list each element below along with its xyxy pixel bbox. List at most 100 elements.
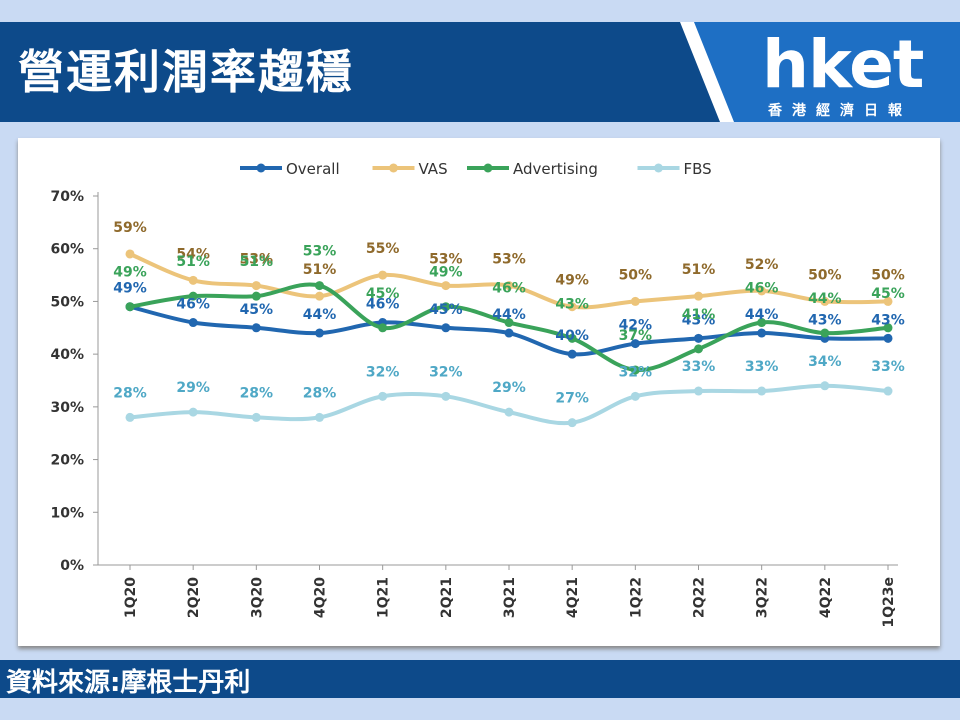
data-point-vas — [883, 296, 893, 306]
data-label-overall: 44% — [745, 307, 779, 323]
y-tick-label: 60% — [50, 242, 84, 258]
data-point-overall — [630, 339, 640, 349]
data-label-advertising: 45% — [871, 286, 905, 302]
data-label-vas: 59% — [113, 220, 147, 236]
data-label-fbs: 29% — [492, 380, 526, 396]
data-point-fbs — [504, 407, 514, 417]
page-title: 營運利潤率趨穩 — [18, 45, 354, 99]
y-tick-label: 50% — [50, 294, 84, 310]
data-label-advertising: 37% — [619, 328, 653, 344]
brand-logo: hket — [762, 26, 924, 103]
y-tick-label: 40% — [50, 347, 84, 363]
data-label-fbs: 33% — [682, 359, 716, 375]
data-point-overall — [757, 328, 767, 338]
data-label-vas: 53% — [429, 252, 463, 268]
data-label-fbs: 34% — [808, 354, 842, 370]
data-point-vas — [188, 275, 198, 285]
x-tick-label: 1Q22 — [628, 577, 644, 618]
data-label-vas: 53% — [240, 252, 274, 268]
data-point-vas — [694, 291, 703, 301]
data-point-overall — [883, 333, 893, 343]
data-point-fbs — [188, 407, 198, 417]
data-point-advertising — [125, 302, 135, 312]
legend-swatch-dot-vas — [389, 163, 398, 173]
data-label-overall: 45% — [240, 302, 274, 318]
data-label-advertising: 45% — [366, 286, 400, 302]
data-label-vas: 50% — [808, 267, 842, 283]
data-label-vas: 50% — [871, 267, 905, 283]
data-point-fbs — [567, 418, 577, 428]
data-point-advertising — [251, 291, 261, 301]
data-point-fbs — [630, 391, 640, 401]
data-label-advertising: 41% — [682, 307, 716, 323]
x-tick-label: 2Q21 — [439, 577, 455, 618]
data-point-fbs — [883, 386, 893, 396]
data-point-overall — [567, 349, 577, 359]
y-tick-label: 10% — [50, 505, 84, 521]
y-tick-label: 30% — [50, 400, 84, 416]
x-tick-label: 3Q21 — [502, 577, 518, 618]
legend-swatch-dot-overall — [256, 163, 266, 173]
data-point-fbs — [757, 386, 767, 396]
data-point-vas — [820, 296, 830, 306]
data-point-advertising — [504, 318, 514, 328]
data-point-overall — [441, 323, 451, 333]
data-label-fbs: 33% — [871, 359, 905, 375]
logo-background — [680, 22, 960, 122]
data-point-advertising — [441, 302, 451, 312]
data-label-vas: 54% — [176, 246, 210, 262]
data-point-fbs — [251, 412, 261, 422]
header-bar — [0, 22, 720, 122]
x-tick-label: 1Q21 — [376, 577, 392, 618]
data-point-advertising — [378, 323, 388, 333]
legend-swatch-dot-advertising — [483, 163, 493, 173]
data-label-vas: 55% — [366, 241, 400, 257]
data-label-advertising: 46% — [745, 281, 779, 297]
data-label-overall: 49% — [113, 281, 147, 297]
data-label-advertising: 51% — [240, 254, 274, 270]
data-point-fbs — [125, 412, 135, 422]
x-tick-label: 1Q20 — [123, 577, 139, 618]
data-label-advertising: 51% — [176, 254, 210, 270]
data-point-vas — [567, 302, 577, 312]
data-point-advertising — [820, 328, 830, 338]
legend-label-advertising: Advertising — [513, 160, 598, 178]
legend-label-vas: VAS — [419, 160, 448, 178]
data-label-overall: 44% — [303, 307, 337, 323]
data-point-overall — [694, 333, 703, 343]
y-tick-label: 70% — [50, 189, 84, 205]
data-point-fbs — [378, 391, 388, 401]
data-point-advertising — [315, 281, 324, 291]
data-point-fbs — [315, 412, 324, 422]
data-label-vas: 51% — [303, 262, 337, 278]
data-point-vas — [251, 281, 261, 291]
data-point-advertising — [630, 365, 640, 375]
brand-subtitle: 香港經濟日報 — [768, 103, 912, 119]
data-label-advertising: 49% — [429, 265, 463, 281]
data-label-overall: 46% — [366, 297, 400, 313]
data-point-vas — [315, 291, 324, 301]
data-label-advertising: 44% — [808, 291, 842, 307]
x-tick-label: 4Q21 — [565, 577, 581, 618]
data-label-advertising: 49% — [113, 265, 147, 281]
data-label-vas: 53% — [492, 252, 526, 268]
data-label-fbs: 32% — [429, 364, 463, 380]
data-label-vas: 51% — [682, 262, 716, 278]
data-point-overall — [188, 318, 198, 328]
data-label-overall: 43% — [682, 312, 716, 328]
data-point-overall — [251, 323, 261, 333]
legend-label-fbs: FBS — [684, 160, 712, 178]
data-label-vas: 50% — [619, 267, 653, 283]
x-tick-label: 3Q20 — [249, 577, 265, 618]
header-banner: 營運利潤率趨穩 hket 香港經濟日報 — [0, 22, 960, 122]
data-label-vas: 52% — [745, 257, 779, 273]
data-label-advertising: 53% — [303, 244, 337, 260]
y-tick-label: 0% — [60, 558, 84, 574]
data-point-vas — [125, 249, 135, 259]
data-point-advertising — [188, 291, 198, 301]
data-point-vas — [441, 281, 451, 291]
data-point-advertising — [567, 333, 577, 343]
data-label-overall: 40% — [555, 328, 589, 344]
data-point-vas — [378, 270, 388, 280]
data-label-fbs: 32% — [619, 364, 653, 380]
